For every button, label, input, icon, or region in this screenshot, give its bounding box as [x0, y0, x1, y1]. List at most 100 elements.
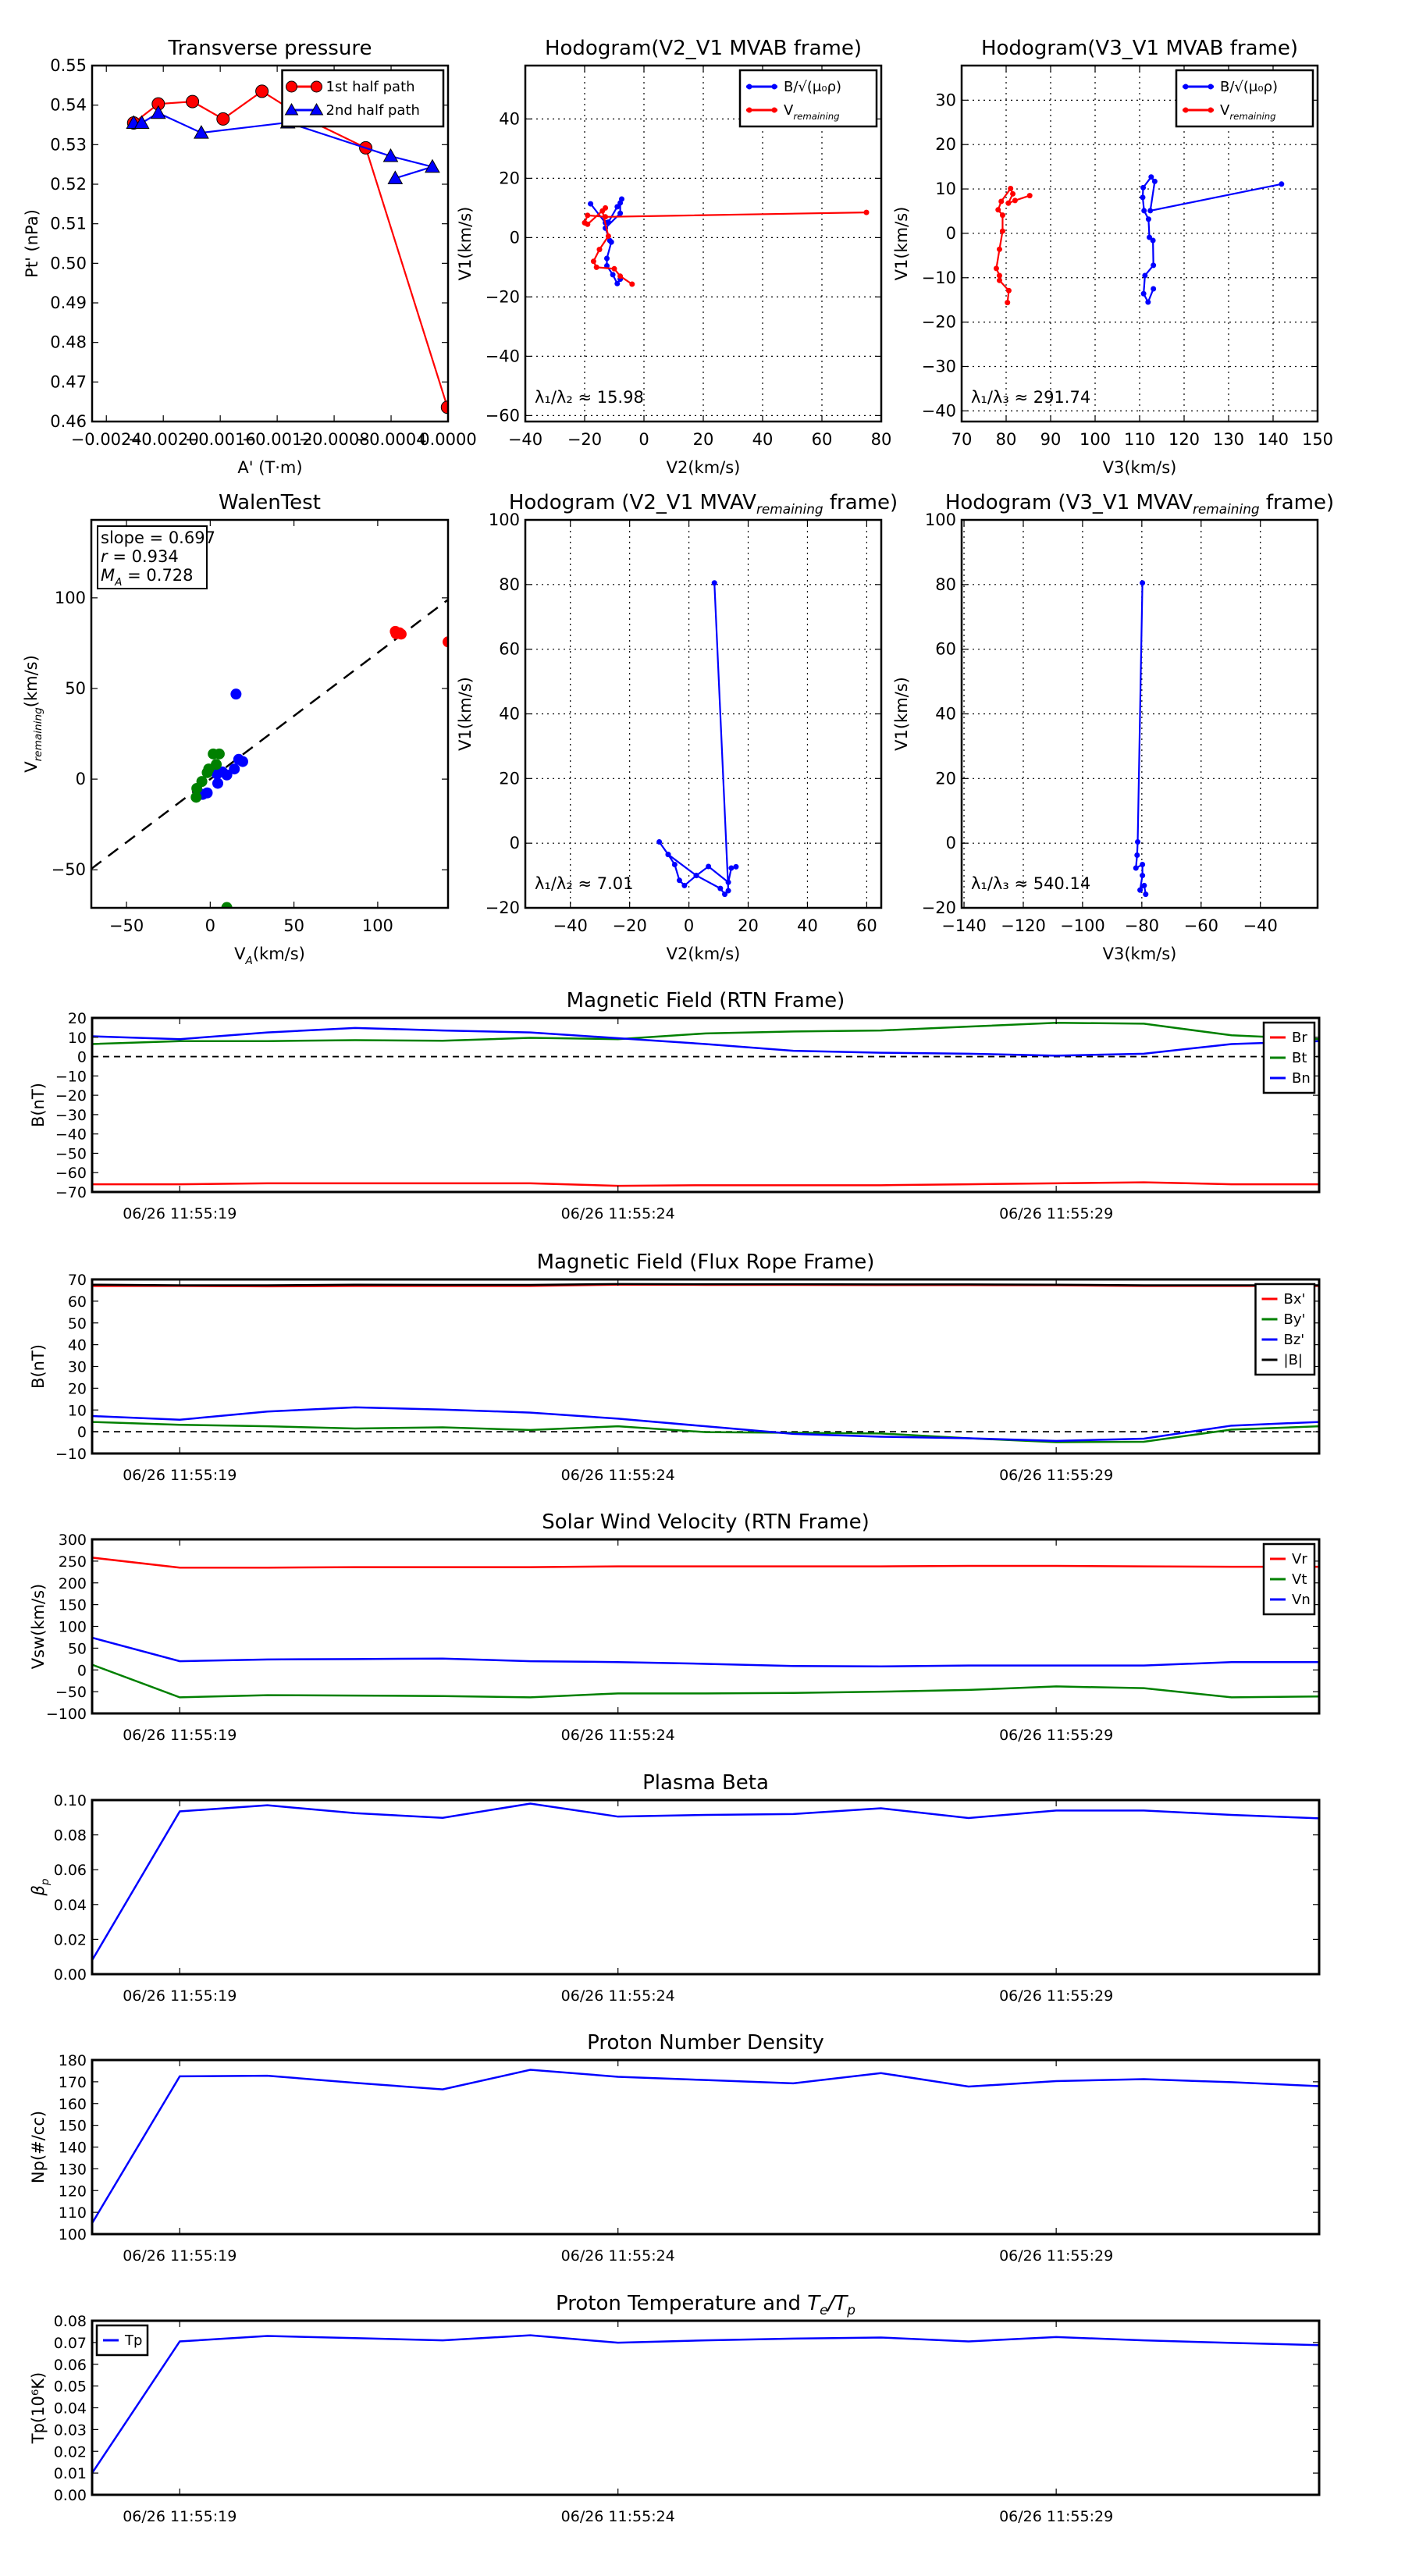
- chart-title-part: e: [820, 2302, 827, 2318]
- x-tick-label: −50: [109, 916, 144, 935]
- x-tick-label: 20: [738, 916, 759, 935]
- y-tick-label: −40: [55, 1126, 87, 1144]
- axes-frame: [524, 518, 883, 909]
- y-axis-label-part: V: [22, 761, 41, 773]
- data-point: [221, 902, 233, 908]
- y-tick-label: 40: [68, 1337, 87, 1354]
- chart-title-part: Magnetic Field (Flux Rope Frame): [537, 1251, 875, 1274]
- y-tick-label: −50: [52, 860, 86, 879]
- legend: Vr Vt Vn: [1262, 1542, 1316, 1616]
- x-tick-label: 06/26 11:55:19: [123, 1727, 237, 1744]
- fit-line: [91, 599, 448, 870]
- legend: Tp: [95, 2324, 149, 2357]
- walen-test-chart: −50 0 50 100−50050100WalenTestVA(km/s)Vrema…: [22, 491, 450, 967]
- data-point: [1140, 580, 1146, 586]
- y-tick-label: 100: [59, 1619, 87, 1636]
- eigenvalue-ratio-label-part: λ₁/λ₃ ≈ 540.14: [971, 874, 1090, 893]
- y-tick-label: −70: [55, 1184, 87, 1201]
- y-tick-label: 0.03: [54, 2421, 87, 2439]
- y-tick-label: 140: [59, 2140, 87, 2157]
- y-tick-label: 180: [59, 2052, 87, 2069]
- data-point: [665, 852, 671, 858]
- x-tick-label: 06/26 11:55:29: [999, 1205, 1113, 1222]
- legend-label: Vr: [1292, 1551, 1307, 1567]
- axes-frame: [91, 1799, 1321, 1976]
- eigenvalue-ratio-label-part: λ₁/λ₂ ≈ 7.01: [535, 874, 633, 893]
- x-tick-label: 06/26 11:55:24: [561, 1727, 675, 1744]
- chart-title-part: Solar Wind Velocity (RTN Frame): [542, 1510, 869, 1534]
- magnetic-field-rtn-series-1-line: [92, 1021, 1319, 1045]
- x-tick-label: 80: [996, 430, 1017, 449]
- hodogram-v2-v1-mvab-chart: −40 −20 0 20 40 60 80 −60 −40 −20 0 20 40 Hodogram(V2…: [456, 37, 891, 477]
- y-tick-label: −30: [55, 1107, 87, 1124]
- y-tick-label: 0: [77, 1662, 87, 1679]
- axes-frame: [91, 64, 450, 423]
- y-tick-label: 40: [499, 109, 520, 128]
- data-point: [1005, 287, 1012, 294]
- legend-marker: [1183, 107, 1189, 113]
- data-point: [1141, 208, 1147, 214]
- proton-temperature-series-0-line: [92, 2334, 1319, 2474]
- chart-title-part: Proton Number Density: [587, 2031, 824, 2055]
- data-point: [604, 263, 610, 269]
- y-tick-label: 20: [935, 769, 956, 788]
- y-tick-label: 100: [925, 511, 956, 529]
- y-tick-label: 250: [59, 1553, 87, 1571]
- stats-box: [97, 525, 208, 589]
- x-tick-label: 06/26 11:55:29: [999, 1727, 1113, 1744]
- plot-area: [92, 1802, 1319, 1961]
- data-point: [1140, 194, 1146, 201]
- plot-area: [92, 1021, 1319, 1187]
- hodogram-v2-v1-mvav-series-0-line: [658, 582, 737, 896]
- x-tick-label: −140: [941, 916, 987, 935]
- legend-label-part: B/√(μ₀ρ): [784, 79, 841, 95]
- eigenvalue-ratio-label-part: λ₁/λ₃ ≈ 291.74: [971, 388, 1090, 407]
- x-tick-label: 06/26 11:55:24: [561, 2247, 675, 2265]
- data-point: [216, 112, 230, 126]
- data-point: [717, 885, 724, 891]
- x-axis-label-part: V2(km/s): [667, 945, 741, 963]
- y-axis-label: B(nT): [29, 1344, 48, 1389]
- stats-line-part: = 0.934: [108, 547, 179, 566]
- plot-area: [582, 196, 870, 287]
- data-point: [1140, 290, 1147, 297]
- x-tick-label: −120: [1001, 916, 1046, 935]
- x-tick-label: 06/26 11:55:19: [123, 2247, 237, 2265]
- y-axis-label: B(nT): [29, 1083, 48, 1127]
- y-tick-label: 0.46: [50, 412, 87, 431]
- y-axis-label-part: V1(km/s): [892, 677, 911, 751]
- x-tick-label: −80: [1125, 916, 1159, 935]
- magnetic-field-rtn-series-2-line: [92, 1026, 1319, 1057]
- legend: B/√(μ₀ρ) Vremaining: [738, 69, 878, 128]
- y-tick-label: 0.00: [54, 2487, 87, 2504]
- eigenvalue-ratio-label-part: λ₁/λ₂ ≈ 15.98: [535, 388, 644, 407]
- data-point: [1140, 184, 1147, 190]
- y-tick-label: 30: [68, 1359, 87, 1376]
- chart-title-part: Transverse pressure: [168, 37, 372, 60]
- y-tick-label: 150: [59, 2118, 87, 2135]
- data-point: [1151, 178, 1158, 184]
- chart-title-part: Hodogram (V3_V1 MVAV: [945, 491, 1193, 514]
- x-tick-label: 06/26 11:55:19: [123, 1205, 237, 1222]
- plasma-beta-chart: 06/26 11:55:19 06/26 11:55:24 06/26 11:55:…: [29, 1771, 1321, 2005]
- hodogram-v3-v1-mvab-series-0-line: [1141, 175, 1282, 304]
- y-axis-label: Pt' (nPa): [23, 209, 41, 278]
- data-point: [671, 862, 678, 868]
- chart-title-part: p: [846, 2302, 855, 2318]
- x-tick-label: 140: [1257, 430, 1289, 449]
- data-point: [1137, 887, 1144, 893]
- data-point: [733, 863, 739, 870]
- data-point: [993, 265, 999, 272]
- x-tick-label: 06/26 11:55:24: [561, 1987, 675, 2005]
- data-point: [1147, 234, 1153, 240]
- y-axis-label-part: (km/s): [22, 655, 41, 707]
- y-tick-label: 30: [935, 91, 956, 109]
- plot-area: [91, 599, 448, 908]
- x-tick-label: −0.0016: [185, 430, 256, 449]
- chart-title: Solar Wind Velocity (RTN Frame): [542, 1510, 869, 1534]
- x-tick-label: −40: [553, 916, 588, 935]
- data-point: [998, 198, 1005, 205]
- y-axis-label-part: Vsw(km/s): [29, 1584, 48, 1670]
- y-tick-label: −30: [922, 357, 956, 375]
